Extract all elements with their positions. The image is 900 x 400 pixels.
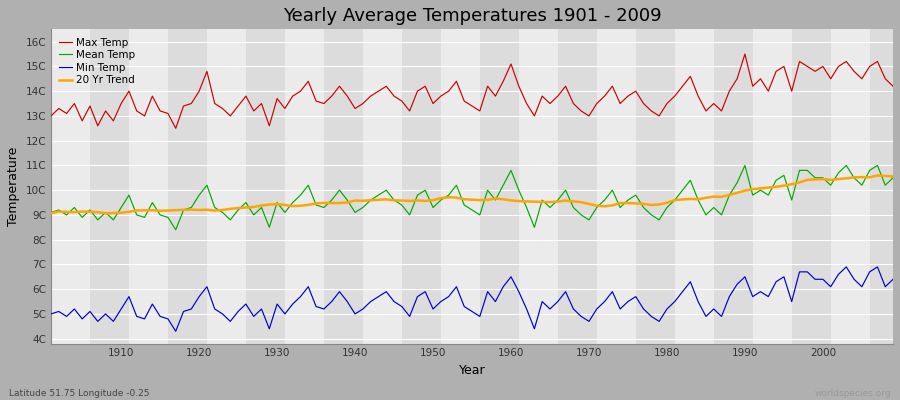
Bar xyxy=(597,29,635,344)
Bar xyxy=(441,29,480,344)
20 Yr Trend xyxy=(46,211,57,216)
Mean Temp xyxy=(607,188,617,192)
Min Temp xyxy=(506,274,517,279)
Text: Latitude 51.75 Longitude -0.25: Latitude 51.75 Longitude -0.25 xyxy=(9,389,149,398)
Line: Min Temp: Min Temp xyxy=(51,267,893,331)
Mean Temp xyxy=(334,188,345,192)
X-axis label: Year: Year xyxy=(459,364,485,377)
Bar xyxy=(207,29,246,344)
Legend: Max Temp, Mean Temp, Min Temp, 20 Yr Trend: Max Temp, Mean Temp, Min Temp, 20 Yr Tre… xyxy=(56,34,139,88)
Min Temp xyxy=(607,289,617,294)
Min Temp xyxy=(841,264,851,269)
Mean Temp xyxy=(513,188,524,192)
Mean Temp xyxy=(740,163,751,168)
20 Yr Trend xyxy=(327,201,338,206)
Bar xyxy=(129,29,168,344)
20 Yr Trend xyxy=(506,198,517,203)
20 Yr Trend xyxy=(599,204,610,209)
Bar xyxy=(285,29,324,344)
Mean Temp xyxy=(287,200,298,205)
Bar xyxy=(675,29,714,344)
Title: Yearly Average Temperatures 1901 - 2009: Yearly Average Temperatures 1901 - 2009 xyxy=(283,7,662,25)
Min Temp xyxy=(287,302,298,306)
Max Temp xyxy=(46,114,57,118)
Min Temp xyxy=(887,277,898,282)
Mean Temp xyxy=(170,227,181,232)
20 Yr Trend xyxy=(887,174,898,179)
Y-axis label: Temperature: Temperature xyxy=(7,147,20,226)
Min Temp xyxy=(513,289,524,294)
Bar xyxy=(363,29,401,344)
20 Yr Trend xyxy=(872,173,883,178)
Max Temp xyxy=(607,84,617,89)
Bar xyxy=(518,29,558,344)
Line: Max Temp: Max Temp xyxy=(51,54,893,128)
Bar xyxy=(51,29,90,344)
Min Temp xyxy=(108,319,119,324)
Bar xyxy=(752,29,792,344)
20 Yr Trend xyxy=(280,203,291,208)
Line: Mean Temp: Mean Temp xyxy=(51,166,893,230)
Max Temp xyxy=(887,84,898,89)
Min Temp xyxy=(334,289,345,294)
Mean Temp xyxy=(506,168,517,173)
Max Temp xyxy=(108,118,119,123)
Max Temp xyxy=(287,94,298,98)
Max Temp xyxy=(740,52,751,56)
Line: 20 Yr Trend: 20 Yr Trend xyxy=(51,176,893,213)
20 Yr Trend xyxy=(498,197,508,202)
Max Temp xyxy=(513,84,524,89)
20 Yr Trend xyxy=(108,210,119,215)
Max Temp xyxy=(170,126,181,131)
Bar xyxy=(831,29,869,344)
Max Temp xyxy=(506,62,517,66)
Min Temp xyxy=(46,312,57,316)
Mean Temp xyxy=(46,210,57,215)
Min Temp xyxy=(170,329,181,334)
Text: worldspecies.org: worldspecies.org xyxy=(814,389,891,398)
Max Temp xyxy=(334,84,345,89)
Mean Temp xyxy=(108,218,119,222)
Mean Temp xyxy=(887,175,898,180)
